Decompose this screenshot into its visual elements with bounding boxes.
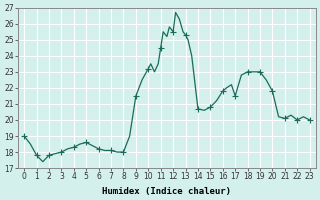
X-axis label: Humidex (Indice chaleur): Humidex (Indice chaleur) [102,187,231,196]
